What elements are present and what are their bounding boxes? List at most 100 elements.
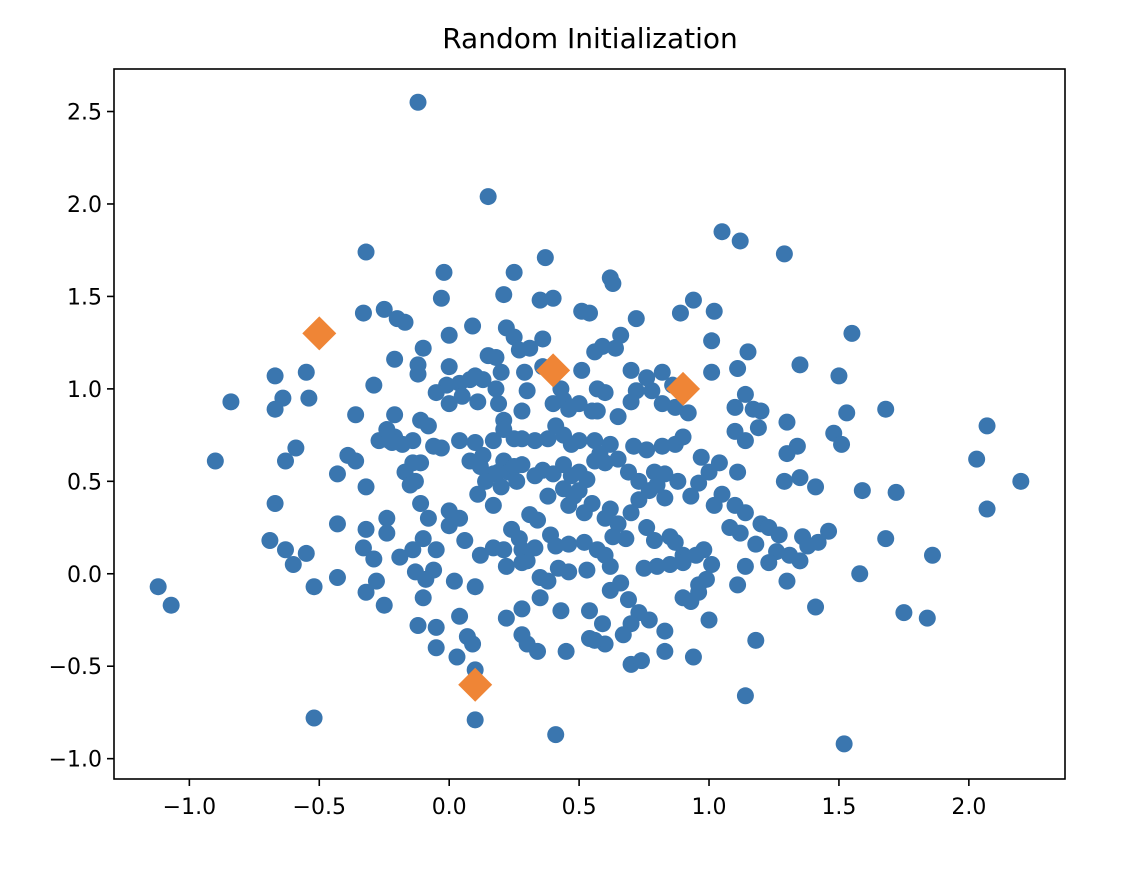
- data-point: [736, 385, 754, 403]
- data-point: [451, 374, 469, 392]
- data-point: [557, 642, 575, 660]
- data-point: [547, 726, 565, 744]
- data-point: [427, 618, 445, 636]
- data-point: [877, 530, 895, 548]
- data-point: [586, 432, 604, 450]
- data-point: [479, 188, 497, 206]
- data-point: [464, 317, 482, 335]
- data-point: [661, 556, 679, 574]
- data-point: [365, 376, 383, 394]
- data-point: [469, 485, 487, 503]
- data-point: [666, 533, 684, 551]
- series-0-circle-markers: [149, 93, 1030, 753]
- data-point: [656, 489, 674, 507]
- data-point: [492, 478, 510, 496]
- x-tick-label: 0.5: [562, 795, 597, 820]
- y-tick-label: 0.0: [67, 563, 102, 588]
- data-point: [609, 408, 627, 426]
- chart-title: Random Initialization: [442, 22, 738, 55]
- data-point: [570, 482, 588, 500]
- data-point: [612, 326, 630, 344]
- data-point: [149, 578, 167, 596]
- data-point: [492, 363, 510, 381]
- data-point: [266, 400, 284, 418]
- data-point: [703, 363, 721, 381]
- data-point: [560, 563, 578, 581]
- data-point: [297, 544, 315, 562]
- data-point: [427, 384, 445, 402]
- data-point: [328, 568, 346, 586]
- data-point: [367, 572, 385, 590]
- data-point: [466, 433, 484, 451]
- data-point: [747, 631, 765, 649]
- data-point: [596, 454, 614, 472]
- data-point: [386, 350, 404, 368]
- data-point: [968, 450, 986, 468]
- data-point: [547, 537, 565, 555]
- data-point: [692, 448, 710, 466]
- data-point: [357, 243, 375, 261]
- data-point: [490, 395, 508, 413]
- data-point: [529, 642, 547, 660]
- x-axis-ticks: −1.0 −0.5 0.0 0.5 1.0 1.5 2.0: [163, 779, 986, 820]
- data-point: [544, 289, 562, 307]
- data-point: [534, 330, 552, 348]
- data-point: [276, 452, 294, 470]
- data-point: [435, 263, 453, 281]
- data-point: [497, 609, 515, 627]
- data-point: [354, 539, 372, 557]
- data-point: [596, 384, 614, 402]
- data-point: [640, 611, 658, 629]
- data-point: [305, 578, 323, 596]
- data-point: [513, 402, 531, 420]
- y-tick-label: 2.0: [67, 193, 102, 218]
- data-point: [427, 639, 445, 657]
- data-point: [877, 400, 895, 418]
- data-point: [354, 304, 372, 322]
- data-point: [807, 598, 825, 616]
- data-point: [419, 417, 437, 435]
- data-point: [526, 539, 544, 557]
- data-point: [539, 430, 557, 448]
- data-point: [427, 541, 445, 559]
- data-point: [731, 232, 749, 250]
- x-tick-label: 0.0: [432, 795, 467, 820]
- data-point: [297, 363, 315, 381]
- data-point: [396, 313, 414, 331]
- diamond-point: [302, 316, 337, 351]
- data-point: [451, 607, 469, 625]
- data-point: [357, 478, 375, 496]
- data-point: [653, 363, 671, 381]
- data-point: [690, 474, 708, 492]
- diamond-point: [536, 353, 571, 388]
- data-point: [300, 389, 318, 407]
- data-point: [453, 387, 471, 405]
- data-point: [375, 300, 393, 318]
- data-point: [622, 361, 640, 379]
- data-point: [604, 274, 622, 292]
- data-point: [581, 602, 598, 620]
- data-point: [484, 432, 502, 450]
- y-tick-label: 1.0: [67, 378, 102, 403]
- data-point: [375, 596, 393, 614]
- data-point: [570, 432, 588, 450]
- data-point: [536, 249, 554, 267]
- data-point: [425, 561, 443, 579]
- data-point: [419, 509, 437, 527]
- data-point: [386, 406, 404, 424]
- diamond-point: [458, 667, 493, 702]
- data-point: [778, 413, 796, 431]
- data-point: [560, 535, 578, 553]
- data-point: [581, 304, 598, 322]
- data-point: [328, 465, 346, 483]
- data-point: [622, 504, 640, 522]
- data-point: [505, 328, 523, 346]
- data-point: [695, 541, 713, 559]
- data-point: [531, 589, 549, 607]
- data-point: [778, 572, 796, 590]
- data-point: [775, 245, 793, 263]
- data-point: [736, 432, 754, 450]
- data-point: [697, 570, 715, 588]
- data-point: [586, 631, 604, 649]
- data-point: [601, 435, 619, 453]
